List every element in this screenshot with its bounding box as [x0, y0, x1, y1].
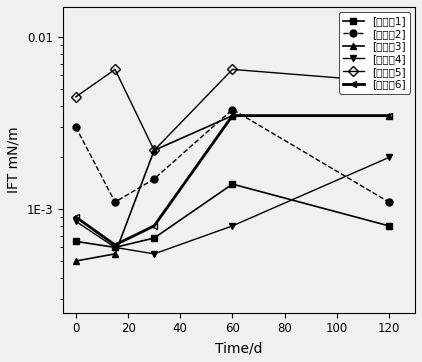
[实施例6] — [387, 113, 392, 118]
[实施例6] — [113, 243, 118, 247]
[实施例3] — [151, 148, 157, 152]
Line: [实施例3]: [实施例3] — [73, 112, 392, 265]
[实施例2] — [387, 200, 392, 204]
[实施例6] — [230, 113, 235, 118]
[实施例4] — [230, 224, 235, 228]
[实施例1] — [387, 224, 392, 228]
[实施例4] — [151, 252, 157, 256]
[实施例1] — [151, 236, 157, 240]
[实施例1] — [73, 239, 78, 244]
[实施例3] — [113, 252, 118, 256]
[实施例6] — [73, 215, 78, 219]
Legend: [实施例1], [实施例2], [实施例3], [实施例4], [实施例5], [实施例6]: [实施例1], [实施例2], [实施例3], [实施例4], [实施例5], … — [339, 12, 410, 93]
[实施例5] — [230, 67, 235, 72]
Line: [实施例6]: [实施例6] — [73, 112, 392, 248]
Y-axis label: IFT mN/m: IFT mN/m — [7, 127, 21, 193]
Line: [实施例1]: [实施例1] — [73, 181, 392, 251]
[实施例1] — [230, 182, 235, 186]
[实施例1] — [113, 245, 118, 249]
[实施例3] — [73, 259, 78, 263]
X-axis label: Time/d: Time/d — [215, 341, 263, 355]
[实施例2] — [230, 108, 235, 112]
[实施例4] — [113, 245, 118, 249]
[实施例5] — [387, 80, 392, 84]
Line: [实施例2]: [实施例2] — [73, 106, 392, 206]
[实施例5] — [113, 67, 118, 72]
[实施例4] — [73, 219, 78, 224]
[实施例6] — [151, 224, 157, 228]
[实施例5] — [151, 148, 157, 152]
Line: [实施例5]: [实施例5] — [73, 66, 392, 154]
[实施例4] — [387, 155, 392, 160]
[实施例2] — [151, 177, 157, 181]
[实施例2] — [73, 125, 78, 129]
[实施例2] — [113, 200, 118, 204]
[实施例3] — [387, 113, 392, 118]
Line: [实施例4]: [实施例4] — [73, 154, 392, 257]
[实施例5] — [73, 95, 78, 99]
[实施例3] — [230, 113, 235, 118]
